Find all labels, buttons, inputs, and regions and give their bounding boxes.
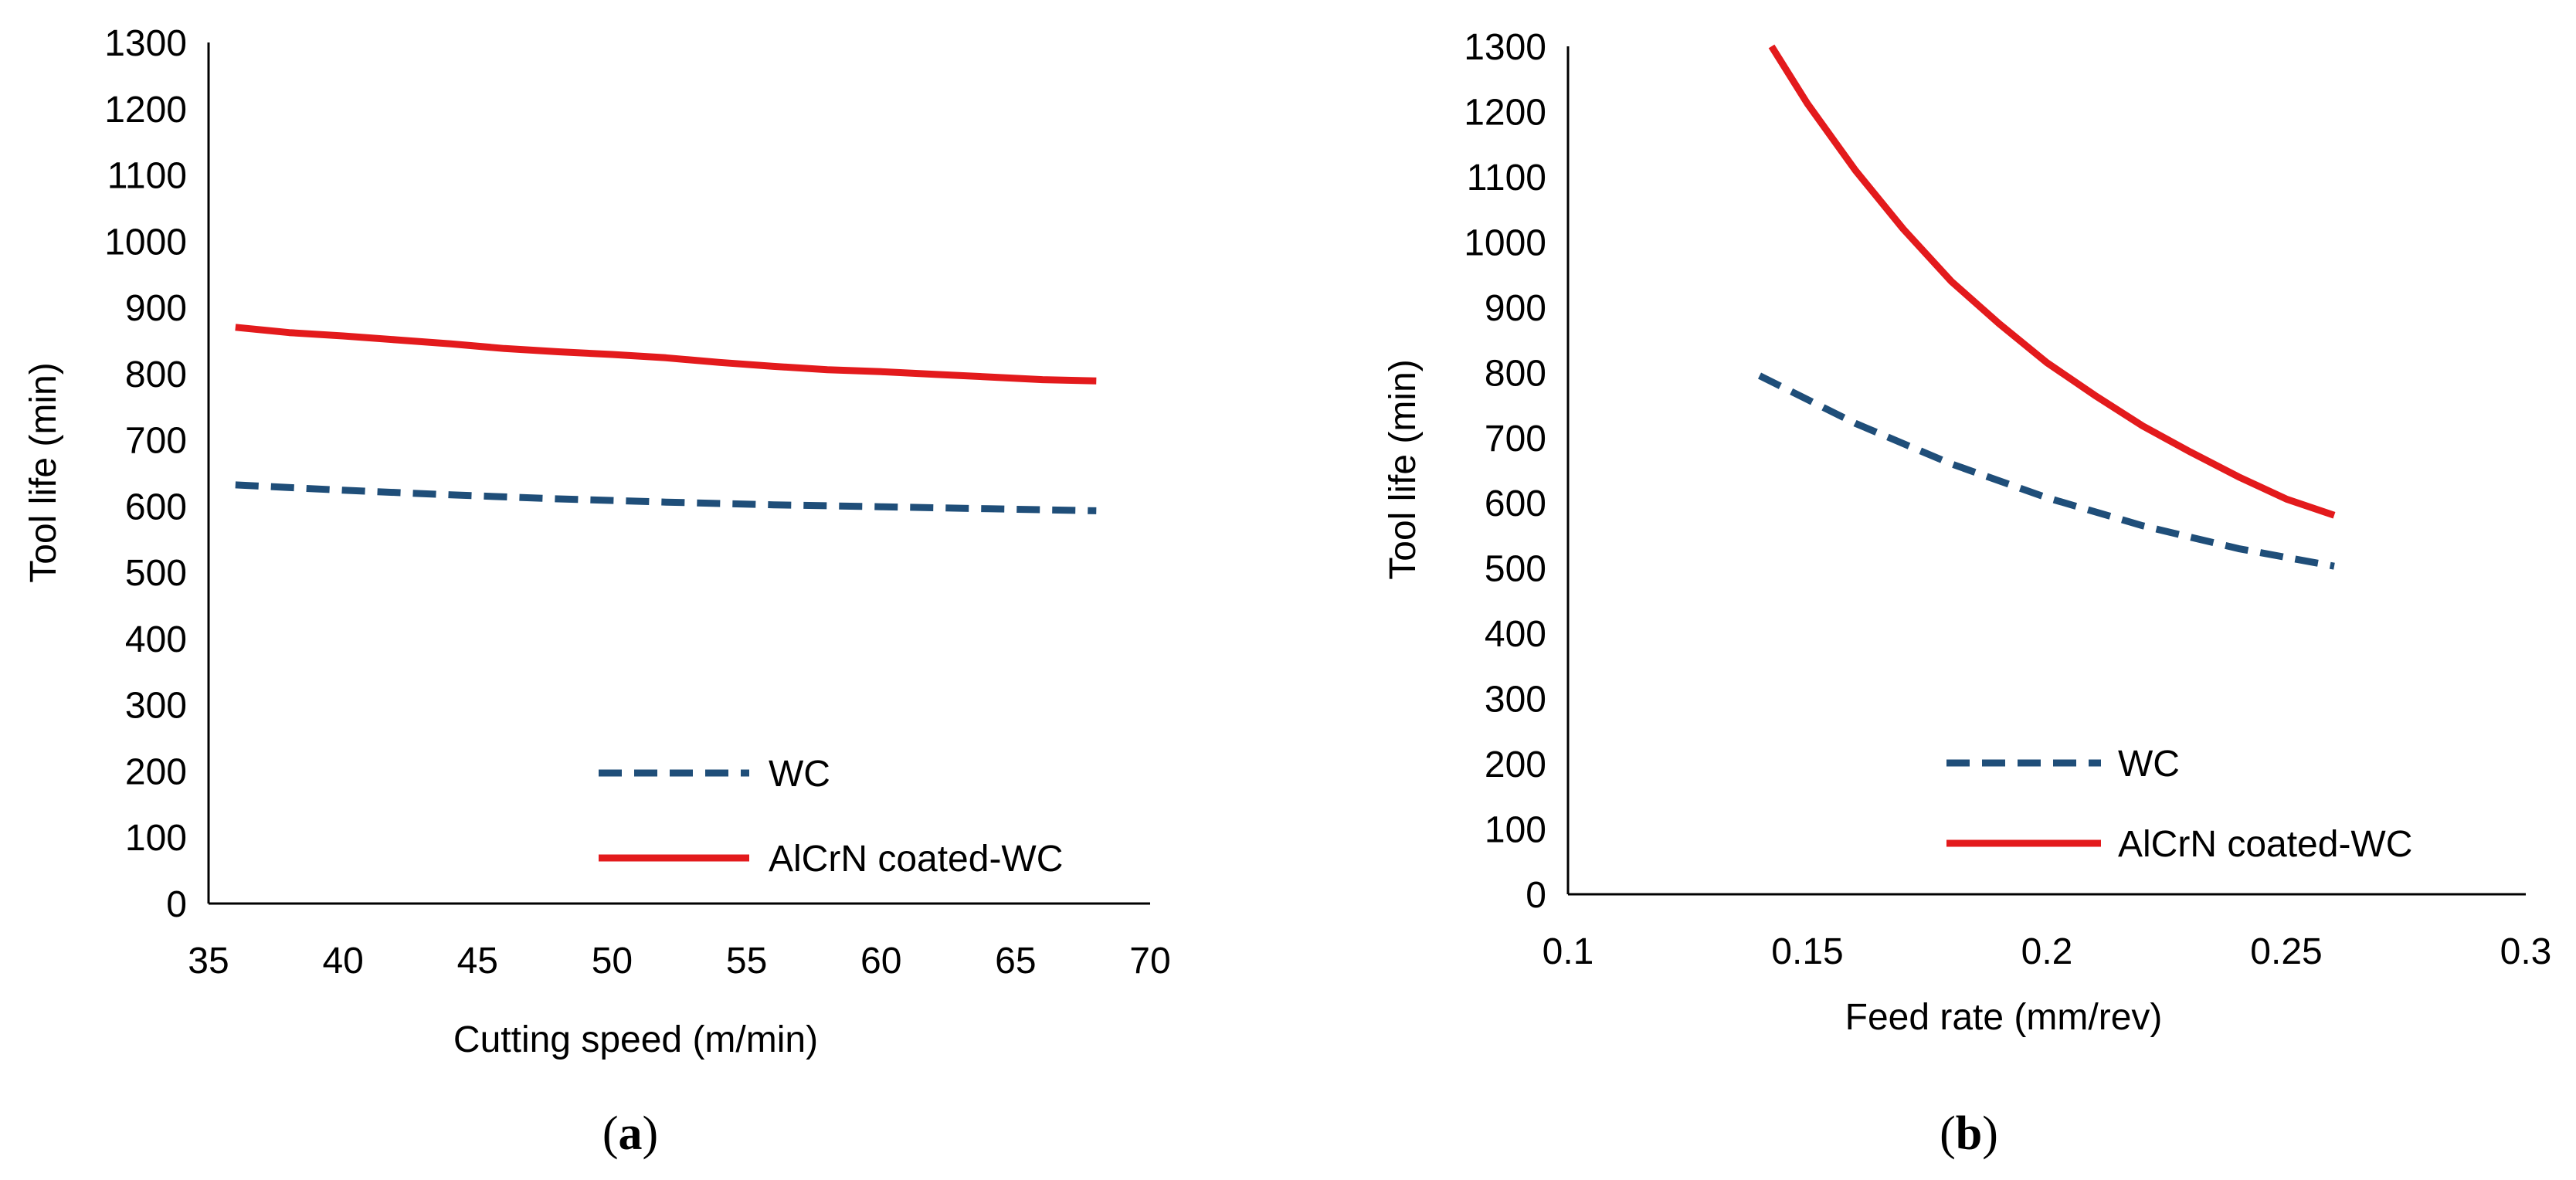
panel-a-y-tick-11: 1100	[107, 156, 187, 197]
panel-a-y-tick-4: 400	[125, 619, 187, 660]
panel-a-x-tick-7: 70	[1129, 941, 1170, 982]
panel-a-x-tick-1: 40	[322, 941, 363, 982]
panel-b-caption: (b)	[1940, 1107, 1998, 1160]
panel-a-series	[235, 324, 1097, 514]
panel-a-y-tick-12: 1200	[104, 90, 187, 131]
panel-b-y-tick-labels: 0 100 200 300 400 500 600 700 800 900 1000 1100 1200…	[1464, 27, 1546, 916]
panel-b-legend-label-wc: WC	[2118, 744, 2180, 785]
panel-a-y-tick-6: 600	[125, 487, 187, 527]
panel-a-y-tick-5: 500	[125, 553, 187, 594]
panel-a-legend-label-wc: WC	[769, 754, 830, 795]
panel-b-x-tick-4: 0.3	[2500, 931, 2552, 972]
panel-b-y-tick-0: 0	[1526, 875, 1546, 916]
panel-b-y-tick-1: 100	[1485, 810, 1546, 851]
panel-a-y-tick-0: 0	[166, 884, 187, 925]
panel-b-y-tick-12: 1200	[1464, 92, 1546, 133]
panel-a-y-tick-8: 800	[125, 354, 187, 395]
panel-b-y-tick-9: 900	[1485, 288, 1546, 329]
panel-b-y-tick-3: 300	[1485, 680, 1546, 721]
panel-b-x-axis-title: Feed rate (mm/rev)	[1845, 997, 2163, 1038]
panel-a-y-tick-labels: 0 100 200 300 400 500 600 700 800 900 1000 1100 1200…	[104, 23, 187, 925]
panel-b-series	[1757, 44, 2336, 570]
panel-b-y-tick-8: 800	[1485, 353, 1546, 394]
panel-a-y-tick-9: 900	[125, 288, 187, 329]
panel-b-x-tick-2: 0.2	[2021, 931, 2073, 972]
panel-a-y-tick-1: 100	[125, 818, 187, 859]
panel-b-x-tick-labels: 0.1 0.15 0.2 0.25 0.3	[1543, 931, 2552, 972]
panel-b-y-tick-4: 400	[1485, 614, 1546, 655]
panel-b-y-tick-2: 200	[1485, 744, 1546, 785]
panel-a-x-tick-5: 60	[860, 941, 901, 982]
panel-b-x-tick-0: 0.1	[1543, 931, 1594, 972]
chart-panel-b: 0 100 200 300 400 500 600 700 800 900 1000 1100 1200…	[1383, 27, 2551, 1160]
panel-a-y-axis-title: Tool life (min)	[23, 362, 64, 582]
panel-a-legend-label-alcrn: AlCrN coated-WC	[769, 839, 1063, 880]
chart-panel-a: 0 100 200 300 400 500 600 700 800 900 1000 1100 1200…	[23, 23, 1171, 1160]
panel-b-y-tick-11: 1100	[1467, 158, 1546, 198]
panel-b-series-alcrn-line	[1768, 44, 2336, 519]
panel-b-y-tick-5: 500	[1485, 549, 1546, 590]
panel-a-x-tick-3: 50	[592, 941, 633, 982]
panel-b-y-tick-6: 600	[1485, 483, 1546, 524]
panel-a-x-axis-title: Cutting speed (m/min)	[453, 1019, 818, 1060]
panel-a-legend: WC AlCrN coated-WC	[599, 754, 1063, 880]
panel-b-y-tick-13: 1300	[1464, 27, 1546, 68]
panel-a-y-tick-7: 700	[125, 421, 187, 462]
panel-a-x-tick-2: 45	[457, 941, 498, 982]
panel-b-series-wc-line	[1757, 372, 2335, 570]
panel-b-x-tick-3: 0.25	[2250, 931, 2322, 972]
panel-a-y-tick-2: 200	[125, 751, 187, 792]
panel-b-y-axis-title: Tool life (min)	[1383, 359, 1424, 579]
panel-b-x-tick-1: 0.15	[1771, 931, 1843, 972]
panel-a-series-alcrn-line	[235, 324, 1097, 385]
panel-a-caption: (a)	[602, 1107, 658, 1160]
panel-a-y-tick-13: 1300	[104, 23, 187, 64]
panel-b-legend-label-alcrn: AlCrN coated-WC	[2118, 824, 2412, 865]
panel-a-series-wc-line	[235, 481, 1097, 514]
panel-b-y-tick-7: 700	[1485, 419, 1546, 459]
panel-a-x-tick-4: 55	[726, 941, 767, 982]
panel-a-y-tick-3: 300	[125, 686, 187, 727]
panel-b-y-tick-10: 1000	[1464, 222, 1546, 263]
panel-a-x-tick-6: 65	[995, 941, 1036, 982]
panel-a-x-tick-0: 35	[188, 941, 229, 982]
panel-b-legend: WC AlCrN coated-WC	[1946, 744, 2412, 865]
panel-a-x-tick-labels: 35 40 45 50 55 60 65 70	[188, 941, 1170, 982]
panel-a-y-tick-10: 1000	[104, 222, 187, 263]
